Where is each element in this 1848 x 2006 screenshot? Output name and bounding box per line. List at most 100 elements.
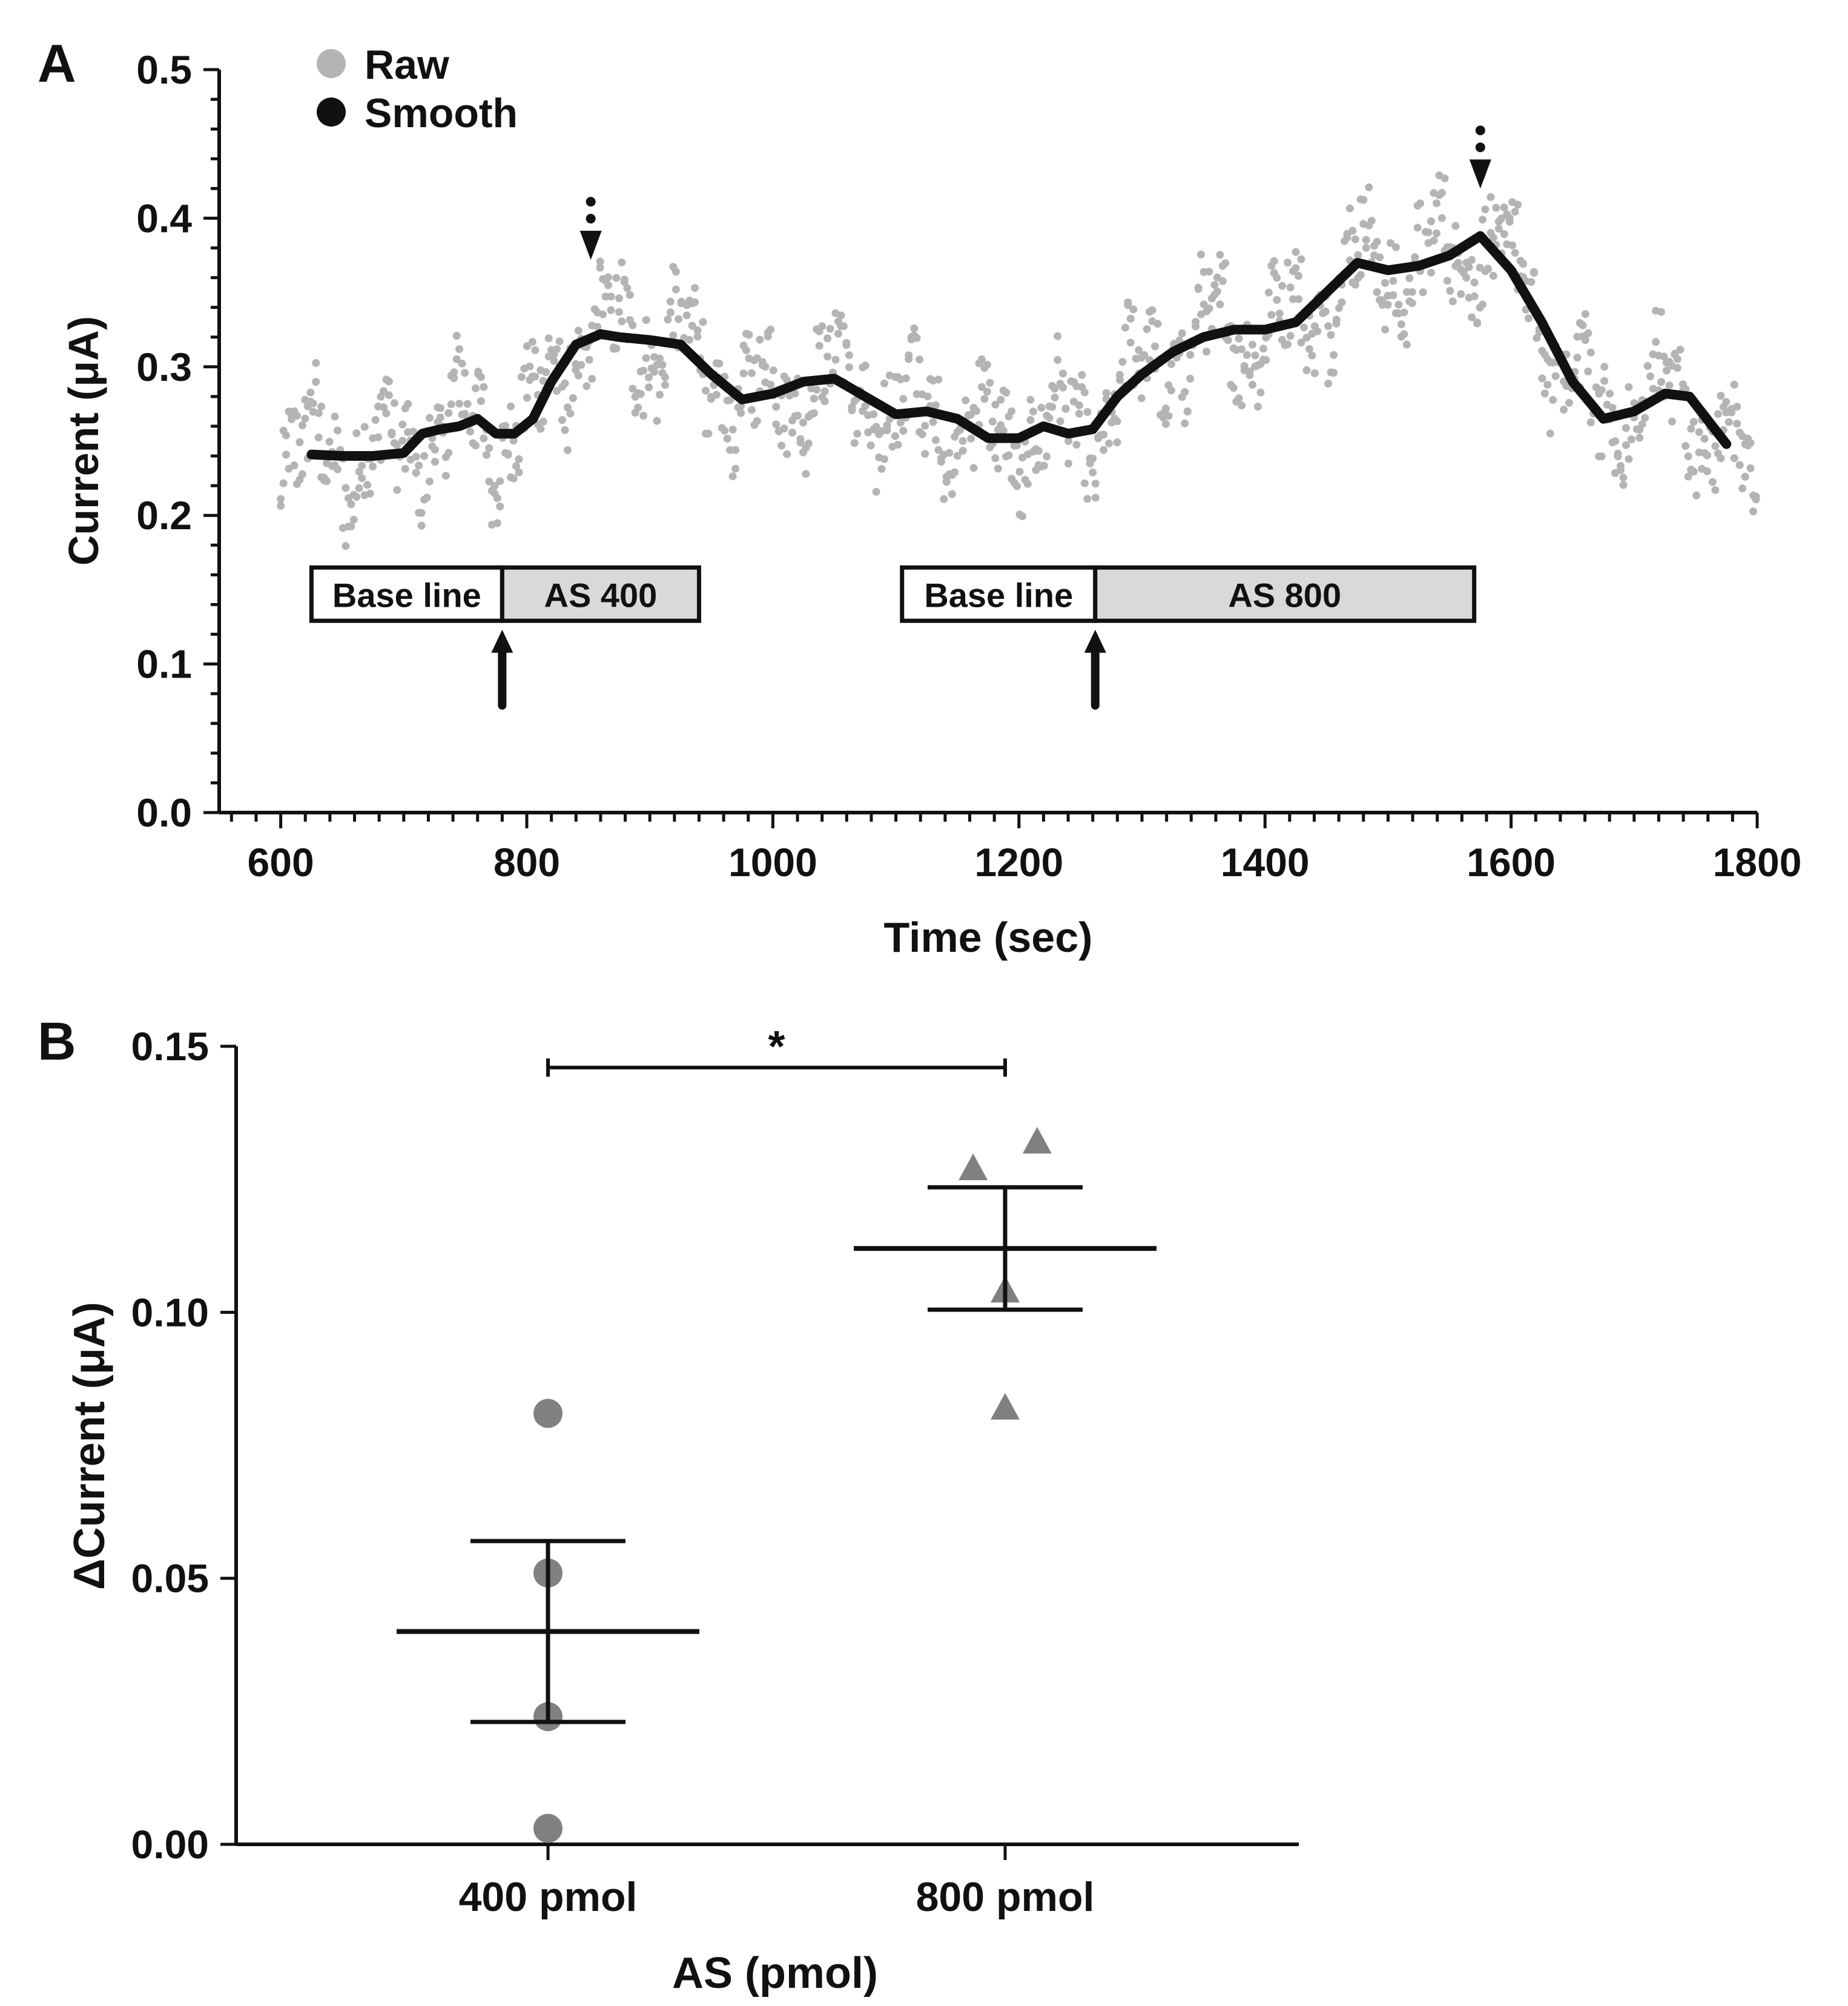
- raw-point: [1511, 208, 1519, 216]
- raw-point: [1059, 369, 1067, 378]
- raw-point: [1197, 250, 1205, 259]
- raw-point: [1419, 288, 1427, 297]
- raw-point: [564, 403, 572, 412]
- raw-point: [306, 388, 315, 397]
- raw-point: [629, 384, 637, 393]
- raw-point: [1643, 362, 1652, 370]
- raw-point: [1121, 323, 1129, 332]
- raw-point: [515, 455, 523, 463]
- raw-point: [1054, 355, 1062, 364]
- raw-point: [1153, 320, 1162, 328]
- raw-point: [1695, 428, 1703, 437]
- raw-point: [1203, 348, 1210, 356]
- a-y-tick-label: 0.2: [136, 493, 192, 538]
- raw-point: [742, 346, 750, 354]
- panel-a-label: A: [38, 33, 76, 93]
- raw-point: [899, 395, 908, 403]
- raw-point: [1530, 269, 1538, 277]
- raw-point: [526, 362, 534, 371]
- raw-point: [447, 400, 455, 409]
- raw-point: [783, 376, 791, 384]
- a-y-tick-label: 0.1: [136, 642, 192, 687]
- raw-point: [1186, 351, 1195, 359]
- raw-point: [380, 403, 388, 412]
- raw-point: [772, 403, 780, 411]
- raw-point: [1722, 398, 1731, 406]
- raw-point: [916, 355, 924, 364]
- raw-point: [685, 335, 694, 344]
- a-x-tick-label: 1000: [728, 840, 817, 885]
- raw-point: [905, 351, 913, 360]
- raw-point: [1735, 461, 1744, 469]
- raw-point: [1126, 314, 1135, 323]
- a-x-axis-title: Time (sec): [884, 914, 1093, 961]
- raw-point: [1508, 241, 1517, 249]
- raw-point: [1284, 340, 1292, 349]
- b-y-tick-label: 0.00: [131, 1822, 209, 1867]
- raw-point: [493, 494, 501, 503]
- raw-point: [1635, 434, 1644, 442]
- baseline-label: Base line: [924, 576, 1073, 614]
- raw-point: [948, 490, 956, 498]
- raw-point: [693, 326, 702, 334]
- raw-point: [352, 493, 361, 501]
- raw-point: [848, 403, 856, 411]
- raw-point: [1738, 484, 1747, 492]
- raw-point: [314, 409, 323, 417]
- raw-point: [409, 427, 418, 436]
- raw-point: [823, 334, 832, 343]
- raw-point: [1043, 452, 1051, 461]
- raw-point: [1728, 408, 1736, 417]
- raw-point: [1273, 274, 1281, 282]
- raw-point: [1238, 345, 1246, 354]
- raw-point: [1549, 396, 1557, 404]
- raw-point: [1148, 306, 1157, 314]
- raw-point: [639, 412, 648, 420]
- raw-point: [1246, 367, 1254, 375]
- raw-point: [1135, 346, 1143, 354]
- raw-point: [845, 351, 853, 360]
- raw-point: [493, 519, 501, 527]
- raw-point: [891, 432, 899, 440]
- raw-point: [588, 375, 596, 383]
- significance-asterisk: *: [768, 1023, 785, 1071]
- raw-point: [1192, 322, 1200, 331]
- raw-point: [342, 484, 350, 492]
- raw-point: [1546, 429, 1554, 438]
- b-y-tick-label: 0.10: [131, 1290, 209, 1335]
- raw-point: [1278, 282, 1287, 290]
- raw-point: [485, 477, 493, 486]
- raw-point: [991, 454, 1000, 463]
- raw-point: [1543, 380, 1552, 389]
- raw-point: [1216, 300, 1224, 309]
- raw-point: [431, 446, 439, 454]
- raw-point: [1327, 331, 1335, 339]
- raw-point: [1332, 315, 1341, 324]
- raw-point: [490, 482, 499, 490]
- raw-point: [823, 352, 832, 361]
- raw-point: [1586, 418, 1595, 427]
- raw-point: [542, 368, 550, 377]
- raw-point: [561, 426, 569, 434]
- raw-point: [1597, 452, 1606, 461]
- raw-point: [688, 322, 696, 330]
- b-x-tick-label: 400 pmol: [459, 1874, 638, 1920]
- raw-point: [1061, 404, 1070, 413]
- raw-point: [820, 387, 829, 395]
- raw-point: [1181, 419, 1189, 427]
- raw-point: [450, 374, 458, 382]
- raw-point: [1023, 480, 1032, 488]
- raw-point: [380, 387, 388, 395]
- smooth-line-group: [306, 231, 1732, 461]
- raw-point: [1497, 214, 1506, 223]
- a-x-ticks: 600 800 1000 1200 1400 1600 1800: [229, 813, 1801, 885]
- raw-point: [615, 294, 623, 303]
- raw-point: [450, 368, 458, 377]
- raw-point: [1540, 389, 1549, 398]
- raw-point: [1292, 248, 1300, 256]
- raw-point: [455, 345, 464, 354]
- raw-point: [1662, 366, 1671, 375]
- raw-point: [477, 373, 485, 381]
- raw-point: [1586, 348, 1595, 357]
- raw-point: [347, 522, 355, 530]
